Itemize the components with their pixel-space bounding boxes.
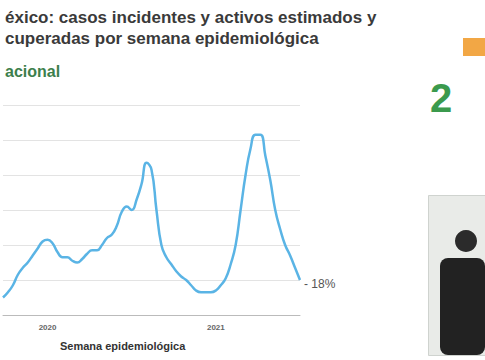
svg-text:Semana epidemiológica: Semana epidemiológica (60, 340, 186, 352)
svg-text:acional: acional (5, 63, 60, 80)
svg-text:2: 2 (430, 76, 452, 120)
svg-text:2020: 2020 (39, 323, 57, 332)
svg-text:cuperadas por semana epidemiol: cuperadas por semana epidemiológica (5, 29, 319, 48)
svg-text:2021: 2021 (207, 323, 225, 332)
svg-text:- 18%: - 18% (304, 277, 336, 291)
svg-text:éxico: casos incidentes y acti: éxico: casos incidentes y activos estima… (5, 8, 377, 27)
